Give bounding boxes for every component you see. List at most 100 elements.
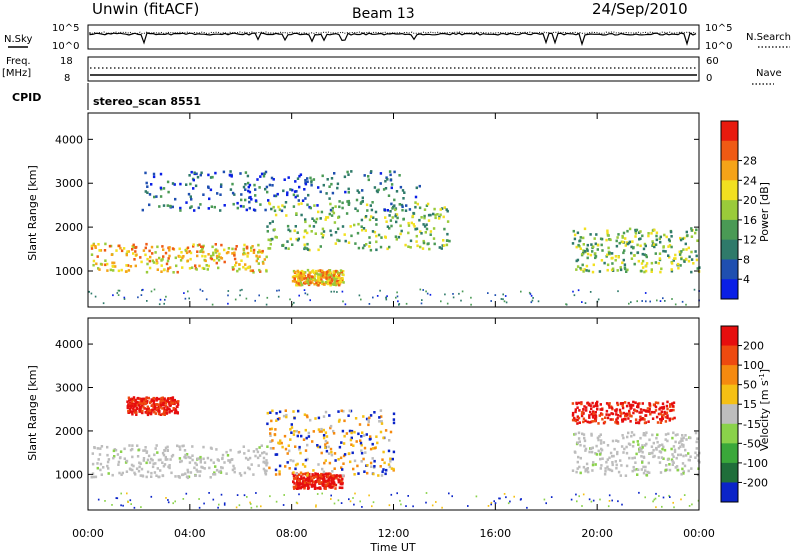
echo-cell	[193, 466, 196, 470]
echo-cell	[247, 449, 250, 452]
echo-cell	[98, 249, 101, 252]
cpid-label: CPID	[12, 91, 41, 104]
echo-cell	[149, 401, 152, 404]
echo-cell	[661, 402, 665, 405]
noise-cell	[674, 303, 677, 306]
nsky-panel-frame	[87, 24, 700, 50]
echo-cell	[365, 417, 369, 421]
echo-cell	[322, 475, 326, 479]
echo-cell	[299, 271, 303, 275]
noise-cell	[146, 300, 148, 302]
echo-cell	[680, 437, 683, 440]
echo-cell	[586, 252, 590, 256]
echo-cell	[286, 461, 289, 464]
noise-cell	[349, 500, 352, 503]
echo-cell	[362, 457, 365, 461]
noise-cell	[570, 498, 573, 501]
echo-cell	[258, 255, 261, 258]
echo-cell	[442, 239, 445, 242]
echo-cell	[219, 471, 223, 474]
echo-cell	[144, 246, 147, 250]
echo-cell	[623, 249, 626, 252]
echo-cell	[273, 433, 277, 436]
echo-cell	[330, 479, 333, 483]
echo-cell	[252, 208, 256, 212]
noise-cell	[165, 295, 167, 298]
echo-cell	[575, 268, 578, 271]
echo-cell	[312, 475, 315, 479]
echo-cell	[606, 231, 609, 235]
echo-cell	[233, 251, 236, 255]
echo-cell	[248, 183, 252, 187]
echo-cell	[696, 437, 699, 440]
echo-cell	[152, 396, 155, 400]
echo-cell	[147, 454, 151, 458]
echo-cell	[366, 471, 369, 475]
echo-cell	[121, 471, 124, 475]
echo-cell	[297, 282, 300, 285]
noise-cell	[337, 499, 340, 502]
echo-cell	[577, 437, 581, 440]
echo-cell	[409, 239, 413, 243]
echo-cell	[438, 215, 441, 219]
echo-cell	[654, 405, 658, 409]
echo-cell	[671, 460, 674, 463]
echo-cell	[376, 441, 379, 445]
echo-cell	[659, 270, 662, 274]
echo-cell	[297, 409, 300, 413]
noise-cell	[245, 297, 248, 300]
echo-cell	[616, 450, 619, 454]
echo-cell	[268, 201, 271, 205]
echo-cell	[599, 439, 603, 442]
noise-cell	[258, 294, 260, 297]
echo-cell	[225, 450, 228, 454]
echo-cell	[572, 229, 575, 233]
noise-cell	[235, 506, 238, 509]
echo-cell	[170, 455, 174, 458]
echo-cell	[292, 459, 295, 463]
echo-cell	[682, 436, 685, 440]
echo-cell	[159, 403, 163, 407]
echo-cell	[680, 257, 683, 261]
echo-cell	[246, 251, 250, 255]
colorbar-segment	[721, 239, 738, 260]
noise-cell	[198, 498, 200, 500]
echo-cell	[293, 274, 296, 278]
echo-cell	[668, 468, 672, 472]
echo-cell	[257, 262, 260, 265]
echo-cell	[653, 228, 656, 232]
echo-cell	[297, 199, 300, 202]
echo-cell	[309, 281, 312, 285]
echo-cell	[190, 266, 194, 269]
echo-cell	[687, 469, 690, 473]
echo-cell	[157, 409, 160, 412]
echo-cell	[350, 170, 353, 173]
echo-cell	[439, 208, 442, 211]
echo-cell	[302, 281, 306, 285]
echo-cell	[317, 474, 320, 478]
echo-cell	[166, 458, 169, 461]
echo-cell	[648, 471, 651, 474]
echo-cell	[655, 446, 658, 450]
echo-cell	[578, 239, 581, 243]
echo-cell	[580, 414, 584, 418]
echo-cell	[592, 263, 595, 267]
noise-cell	[336, 291, 338, 293]
echo-cell	[624, 412, 627, 416]
echo-cell	[301, 482, 304, 486]
echo-cell	[165, 408, 169, 412]
echo-cell	[680, 250, 683, 253]
echo-cell	[696, 267, 699, 270]
echo-cell	[375, 248, 378, 252]
echo-cell	[337, 420, 341, 423]
noise-cell	[341, 290, 344, 293]
echo-cell	[257, 464, 260, 467]
echo-cell	[296, 434, 299, 438]
noise-cell	[685, 303, 687, 306]
echo-cell	[266, 445, 269, 448]
echo-cell	[390, 183, 394, 186]
noise-cell	[249, 503, 252, 505]
echo-cell	[677, 266, 680, 270]
echo-cell	[684, 434, 687, 437]
echo-cell	[96, 255, 99, 258]
